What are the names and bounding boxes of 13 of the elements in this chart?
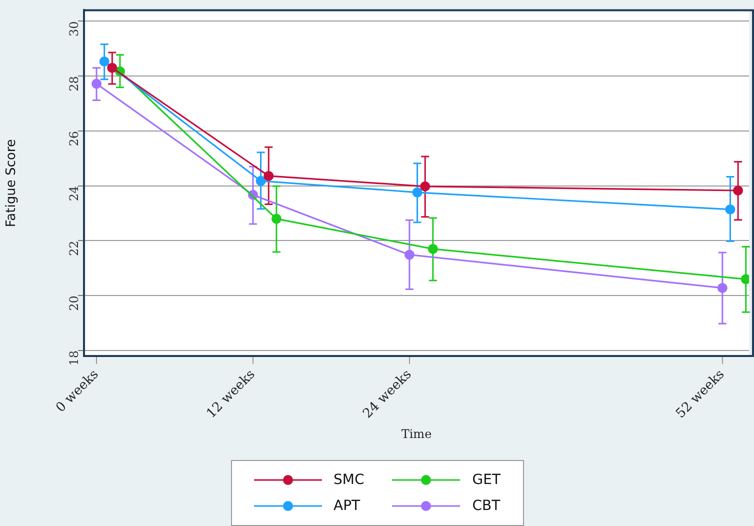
x-axis-title: Time: [401, 426, 432, 441]
y-tick-label: 24: [67, 185, 82, 202]
y-tick-label: 30: [67, 21, 82, 36]
y-tick-label: 20: [67, 296, 82, 311]
legend-label: APT: [334, 498, 360, 514]
y-tick-label: 26: [67, 130, 82, 146]
legend-label: SMC: [334, 472, 364, 488]
legend-label: CBT: [472, 498, 500, 514]
y-axis-title: Fatigue Score: [4, 139, 20, 228]
legend-label: GET: [472, 472, 500, 488]
y-tick-label: 28: [67, 76, 82, 92]
y-tick-label: 22: [67, 240, 82, 256]
y-tick-label: 18: [67, 350, 82, 366]
